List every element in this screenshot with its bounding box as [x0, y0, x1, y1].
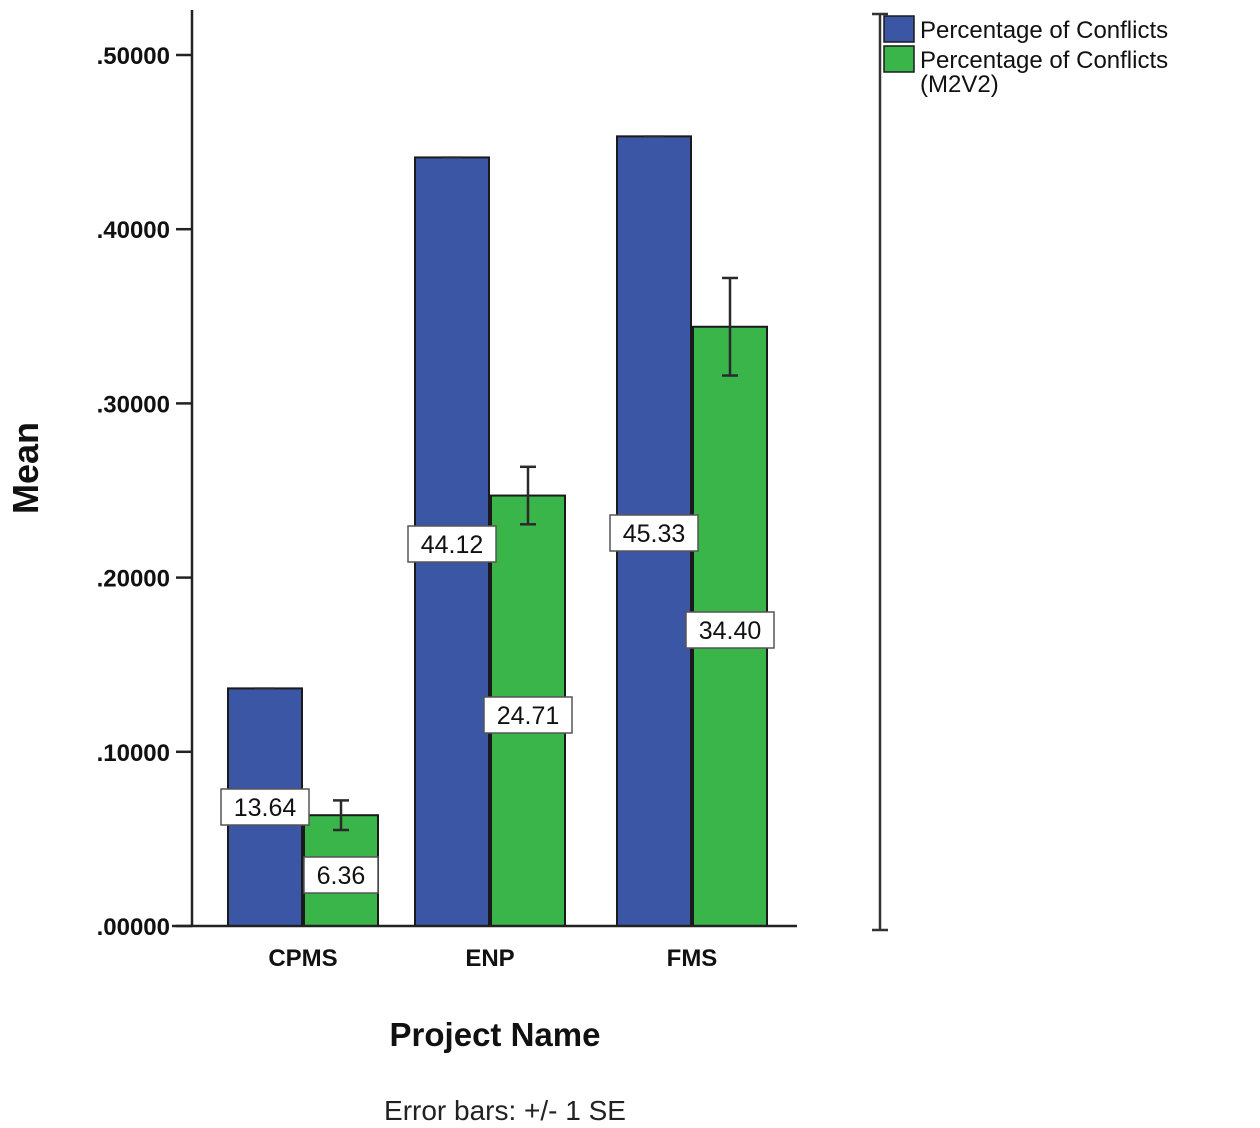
error-bars-layer	[255, 135, 738, 832]
legend-item-series-1: Percentage of Conflicts	[883, 15, 1168, 44]
legend-label: Percentage of Conflicts	[920, 47, 1168, 74]
data-labels-layer: 13.64 6.36 44.12 24.71 45.33 34.40	[220, 514, 775, 894]
error-bar-enp-series-2	[520, 465, 536, 526]
y-tick-label: .00000	[97, 914, 170, 941]
svg-text:34.40: 34.40	[699, 617, 762, 645]
legend-swatch	[883, 15, 915, 43]
y-tick-label: .40000	[97, 217, 170, 244]
data-label-enp-series-1: 44.12	[407, 525, 497, 563]
error-bar-fms-series-2	[722, 276, 738, 377]
y-tick-label: .30000	[97, 391, 170, 418]
legend-item-series-2: Percentage of Conflicts(M2V2)	[883, 45, 1168, 98]
y-tick-label: .50000	[97, 43, 170, 70]
svg-text:13.64: 13.64	[234, 794, 297, 822]
svg-text:24.71: 24.71	[497, 702, 560, 730]
x-tick-label-fms: FMS	[667, 945, 718, 972]
svg-text:6.36: 6.36	[317, 862, 366, 890]
legend-swatch	[883, 45, 915, 73]
svg-text:45.33: 45.33	[623, 520, 686, 548]
data-label-enp-series-2: 24.71	[483, 696, 573, 734]
axes-layer: .00000 .10000 .20000 .30000 .40000 .50000 CPMS…	[97, 10, 797, 972]
legend-label: Percentage of Conflicts	[920, 17, 1168, 44]
x-axis-title: Project Name	[390, 1016, 601, 1053]
data-label-fms-series-1: 45.33	[609, 514, 699, 552]
error-bars-note: Error bars: +/- 1 SE	[384, 1095, 626, 1126]
y-axis-title: Mean	[5, 422, 46, 514]
legend-label: (M2V2)	[920, 71, 999, 98]
data-label-cpms-series-1: 13.64	[220, 788, 310, 826]
data-label-cpms-series-2: 6.36	[303, 856, 379, 894]
svg-text:44.12: 44.12	[421, 531, 484, 559]
error-bar-cpms-series-2	[333, 799, 349, 832]
data-label-fms-series-2: 34.40	[685, 611, 775, 649]
x-tick-label-cpms: CPMS	[268, 945, 337, 972]
x-tick-label-enp: ENP	[465, 945, 514, 972]
y-tick-label: .10000	[97, 740, 170, 767]
y-tick-label: .20000	[97, 566, 170, 593]
